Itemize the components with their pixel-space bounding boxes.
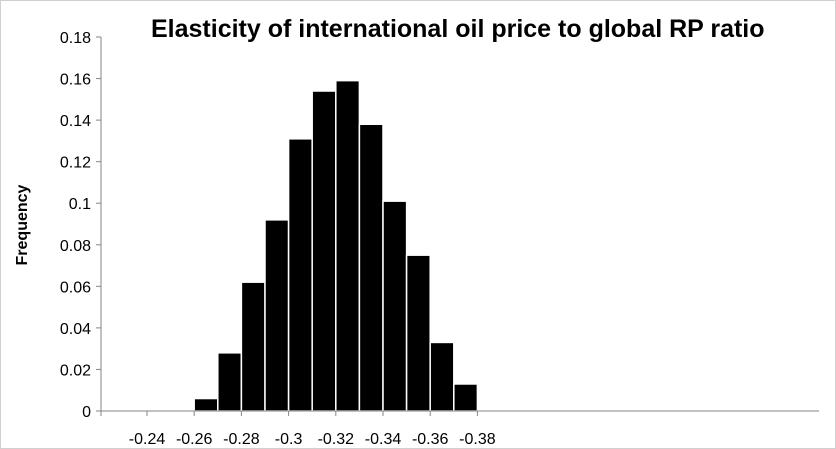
y-tick-label: 0.18: [60, 30, 91, 47]
histogram-bar: [287, 138, 313, 412]
y-tick-label: 0.12: [60, 155, 91, 172]
histogram-bar: [453, 383, 479, 412]
x-tick-label: -0.36: [412, 431, 449, 448]
x-tick-label: -0.34: [365, 431, 402, 448]
histogram-bar: [311, 90, 337, 412]
y-tick-label: 0.08: [60, 238, 91, 255]
x-tick-label: -0.38: [459, 431, 496, 448]
x-tick-label: -0.32: [318, 431, 355, 448]
chart-title: Elasticity of international oil price to…: [151, 15, 765, 43]
histogram-bar: [193, 397, 219, 412]
histogram-bar: [264, 219, 290, 412]
histogram-bar: [405, 254, 431, 412]
y-tick-label: 0.14: [60, 113, 91, 130]
y-tick-label: 0.16: [60, 72, 91, 89]
histogram-bar: [382, 200, 408, 412]
y-tick-label: 0.04: [60, 321, 91, 338]
y-tick-label: 0.06: [60, 279, 91, 296]
y-tick-label: 0.02: [60, 362, 91, 379]
x-tick-label: -0.24: [129, 431, 166, 448]
histogram-bar: [358, 123, 384, 412]
y-tick-label: 0: [82, 404, 91, 421]
histogram-bar: [429, 341, 455, 412]
x-tick-label: -0.28: [223, 431, 260, 448]
x-tick-label: -0.3: [275, 431, 303, 448]
y-tick-label: 0.1: [69, 196, 91, 213]
histogram-bar: [240, 281, 266, 412]
histogram-bar: [217, 352, 243, 412]
x-tick-label: -0.26: [176, 431, 213, 448]
histogram-bar: [335, 79, 361, 412]
